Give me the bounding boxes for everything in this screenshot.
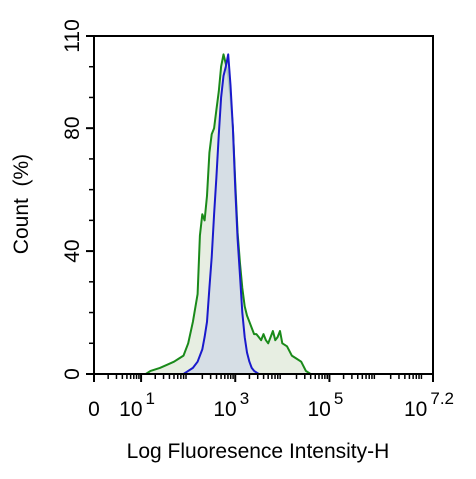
y-tick-label: 80: [61, 117, 84, 140]
y-tick-label: 40: [61, 239, 84, 262]
x-tick-label: 10 7.2: [404, 389, 454, 421]
x-tick-label: 10 5: [308, 389, 344, 421]
plot-frame: [93, 35, 434, 375]
y-axis-label: Count (%): [10, 154, 33, 254]
x-tick-label: 10 3: [213, 389, 249, 421]
tick-labels: 0 40 80 110 0 10 1 10 3 10 5 10 7.2: [61, 19, 454, 421]
series-1-line: [182, 53, 260, 375]
x-tick-label: 10 1: [119, 389, 155, 421]
x-axis-label: Log Fluoresence Intensity-H: [127, 440, 390, 463]
x-tick-label: 0: [88, 398, 100, 421]
axes: [86, 35, 434, 382]
series-layer: [145, 53, 312, 375]
series-1-fill: [183, 54, 259, 375]
y-tick-label: 0: [61, 368, 84, 380]
y-tick-label: 110: [61, 19, 84, 52]
